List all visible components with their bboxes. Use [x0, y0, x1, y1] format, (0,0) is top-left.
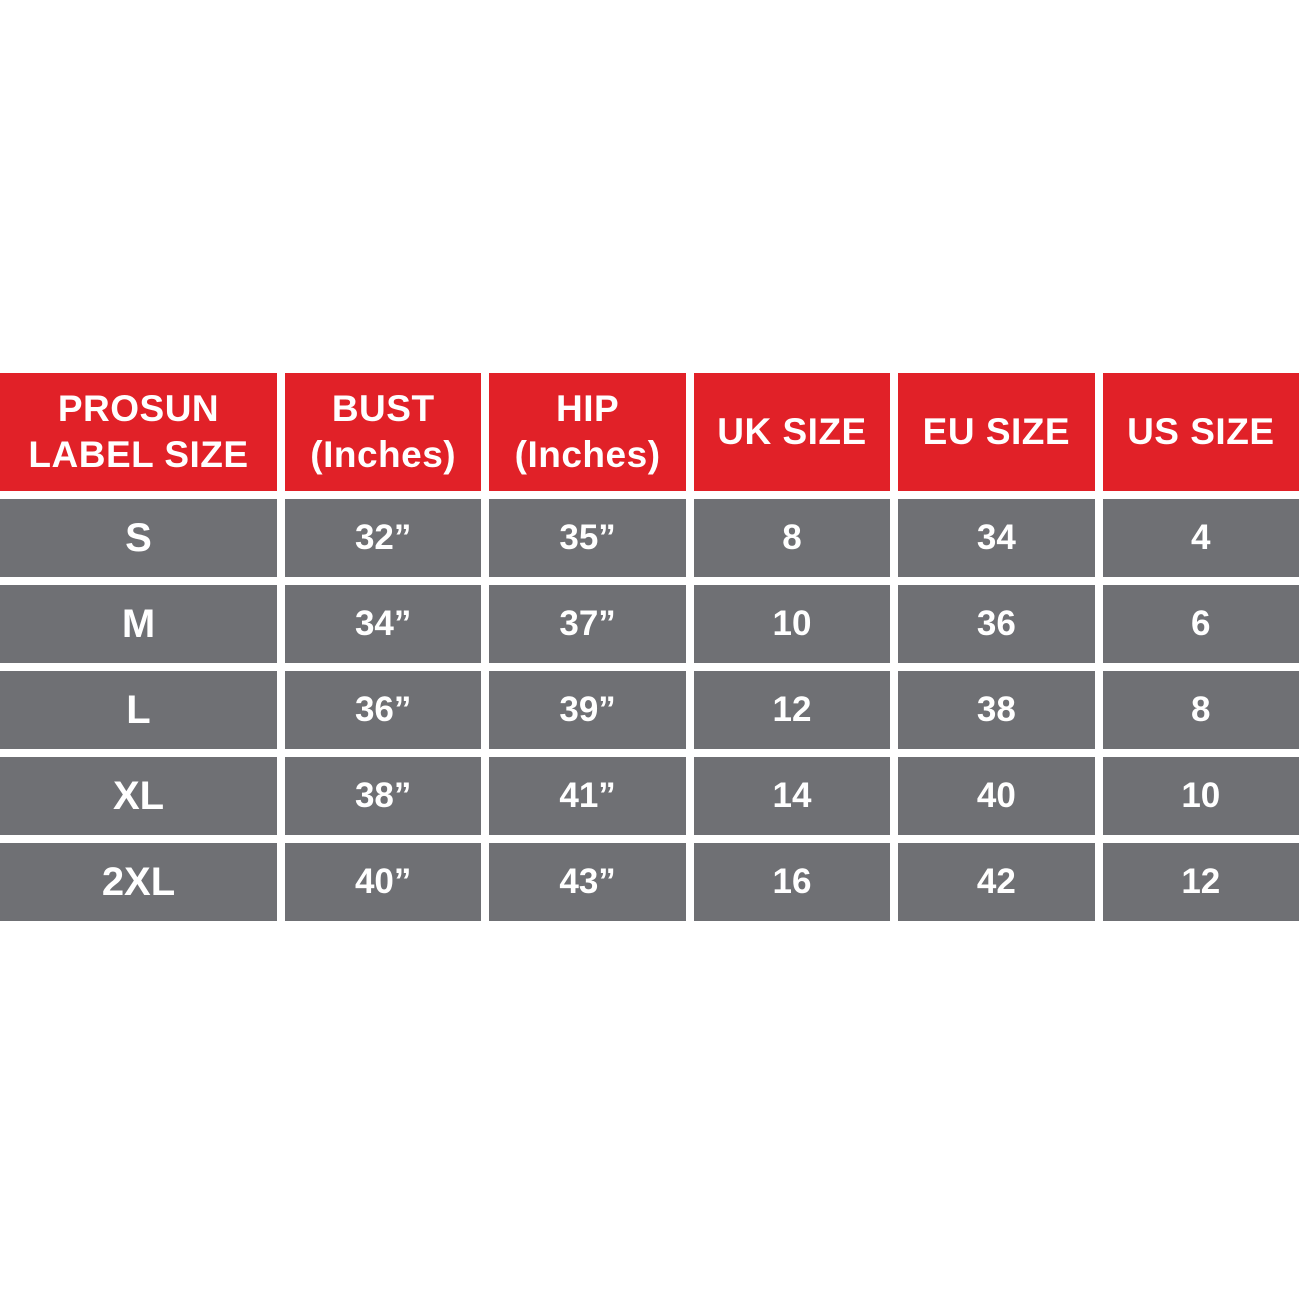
row-xl-eu: 40 — [898, 757, 1095, 835]
header-cell-us-size: US SIZE — [1102, 373, 1299, 491]
size-chart-table: PROSUN LABEL SIZE BUST (Inches) HIP (Inc… — [0, 373, 1299, 921]
row-s-us: 4 — [1102, 499, 1299, 577]
row-s-uk: 8 — [693, 499, 891, 577]
row-l-bust: 36” — [285, 671, 482, 749]
row-2xl-uk: 16 — [693, 843, 891, 921]
header-cell-hip: HIP (Inches) — [489, 373, 686, 491]
row-l-eu: 38 — [898, 671, 1095, 749]
header-cell-eu-size: EU SIZE — [898, 373, 1095, 491]
row-m-bust: 34” — [285, 585, 482, 663]
header-line: UK SIZE — [717, 410, 867, 452]
row-m-label: M — [0, 585, 277, 663]
row-xl-hip: 41” — [489, 757, 686, 835]
row-xl-uk: 14 — [693, 757, 891, 835]
row-l-uk: 12 — [693, 671, 891, 749]
row-2xl-us: 12 — [1102, 843, 1299, 921]
row-2xl-hip: 43” — [489, 843, 686, 921]
header-line: LABEL SIZE — [28, 434, 249, 475]
row-2xl-bust: 40” — [285, 843, 482, 921]
row-s-label: S — [0, 499, 277, 577]
row-m-us: 6 — [1102, 585, 1299, 663]
row-l-hip: 39” — [489, 671, 686, 749]
row-m-hip: 37” — [489, 585, 686, 663]
header-cell-bust: BUST (Inches) — [285, 373, 482, 491]
header-line: US SIZE — [1127, 410, 1275, 452]
row-s-eu: 34 — [898, 499, 1095, 577]
row-s-hip: 35” — [489, 499, 686, 577]
row-2xl-label: 2XL — [0, 843, 277, 921]
header-line: BUST — [331, 387, 435, 429]
row-xl-bust: 38” — [285, 757, 482, 835]
header-cell-label-size: PROSUN LABEL SIZE — [0, 373, 277, 491]
row-m-eu: 36 — [898, 585, 1095, 663]
row-xl-us: 10 — [1102, 757, 1299, 835]
row-xl-label: XL — [0, 757, 277, 835]
header-cell-uk-size: UK SIZE — [693, 373, 891, 491]
header-line: EU SIZE — [922, 410, 1071, 452]
row-m-uk: 10 — [693, 585, 891, 663]
row-l-us: 8 — [1102, 671, 1299, 749]
row-s-bust: 32” — [285, 499, 482, 577]
row-l-label: L — [0, 671, 277, 749]
header-line: (Inches) — [514, 434, 661, 475]
row-2xl-eu: 42 — [898, 843, 1095, 921]
header-line: (Inches) — [310, 434, 457, 475]
header-line: HIP — [556, 387, 620, 429]
header-line: PROSUN — [57, 387, 220, 429]
